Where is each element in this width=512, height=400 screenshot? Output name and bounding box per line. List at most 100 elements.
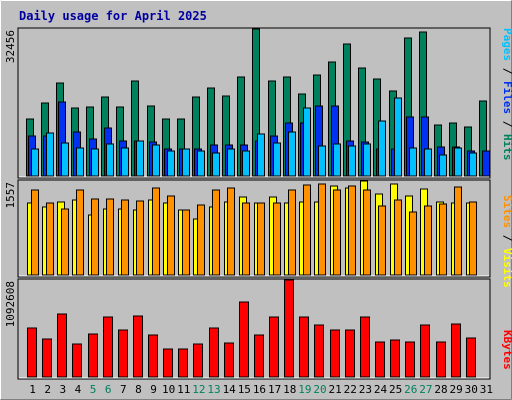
sites-visits-bars <box>27 180 477 276</box>
pages-label: Pages <box>501 28 512 61</box>
pages-bar-day-2 <box>46 132 54 177</box>
pages-bar-day-24 <box>378 120 386 177</box>
hits-label-sep-2: / <box>501 114 512 134</box>
day-label-23: 23 <box>359 383 372 396</box>
hits-files-pages-bars <box>26 28 490 177</box>
pages-bar-day-29 <box>454 147 462 177</box>
day-label-29: 29 <box>450 383 463 396</box>
kbytes-bar-day-15 <box>239 301 249 378</box>
pages-bar-day-25 <box>394 97 402 177</box>
pages-bar-day-26 <box>409 147 417 177</box>
kbytes-bar-day-29 <box>451 323 461 378</box>
sites-bar-day-7 <box>121 199 129 276</box>
day-label-14: 14 <box>223 383 237 396</box>
kbytes-bar-day-1 <box>27 327 37 378</box>
pages-bar-day-23 <box>363 143 371 177</box>
kbytes-bar-day-9 <box>148 334 158 378</box>
day-label-8: 8 <box>135 383 142 396</box>
day-label-16: 16 <box>253 383 266 396</box>
kbytes-bar-day-13 <box>209 327 219 378</box>
pages-bar-day-1 <box>31 148 39 177</box>
kbytes-panel: 1092608 <box>4 278 491 380</box>
kbytes-bar-day-28 <box>436 341 446 378</box>
kbytes-bar-day-27 <box>420 324 430 378</box>
sites-bar-day-21 <box>333 189 341 276</box>
kbytes-bar-day-12 <box>193 343 203 378</box>
visits-axis-label: Sites / Visits <box>501 195 512 288</box>
day-label-6: 6 <box>105 383 112 396</box>
pages-bar-day-27 <box>424 148 432 177</box>
sites-bar-day-14 <box>227 187 235 276</box>
kbytes-bar-day-10 <box>163 348 173 378</box>
day-label-26: 26 <box>404 383 417 396</box>
pages-bar-day-8 <box>136 140 144 177</box>
pages-bar-day-7 <box>121 147 129 177</box>
kbytes-bar-day-6 <box>103 316 113 378</box>
sites-bar-day-10 <box>167 195 175 276</box>
pages-bar-day-20 <box>318 145 326 177</box>
kbytes-bar-day-2 <box>42 338 52 378</box>
pages-bar-day-4 <box>76 147 84 177</box>
pages-bar-day-18 <box>288 131 296 177</box>
day-label-5: 5 <box>90 383 97 396</box>
kbytes-bar-day-8 <box>133 315 143 378</box>
kbytes-bar-day-17 <box>269 316 279 378</box>
kbytes-bar-day-14 <box>224 342 234 378</box>
kbytes-bar-day-3 <box>57 313 67 378</box>
pages-bar-day-12 <box>197 150 205 177</box>
sites-bar-day-17 <box>273 202 281 276</box>
sites-bar-day-12 <box>197 204 205 276</box>
day-label-28: 28 <box>434 383 447 396</box>
sites-bar-day-13 <box>212 189 220 276</box>
kbytes-bar-day-20 <box>314 324 324 378</box>
day-label-15: 15 <box>238 383 251 396</box>
day-label-10: 10 <box>162 383 175 396</box>
kbytes-bar-day-11 <box>178 348 188 378</box>
sites-bar-day-28 <box>439 203 447 276</box>
sites-bar-day-29 <box>454 186 462 276</box>
day-label-11: 11 <box>177 383 190 396</box>
kbytes-bar-day-7 <box>118 329 128 378</box>
pages-bar-day-22 <box>348 145 356 177</box>
pages-bar-day-9 <box>152 144 160 177</box>
day-label-20: 20 <box>313 383 326 396</box>
kbytes-bar-day-24 <box>375 341 385 378</box>
day-label-7: 7 <box>120 383 127 396</box>
day-label-3: 3 <box>59 383 66 396</box>
pages-bar-day-3 <box>61 142 69 177</box>
pages-bar-day-16 <box>257 133 265 177</box>
kbytes-bar-day-21 <box>330 329 340 378</box>
kbytes-bar-day-23 <box>360 316 370 378</box>
visits-panel: 1557 <box>4 179 491 278</box>
hits-label-sep-1: / <box>501 61 512 81</box>
hits-panel: 32456 <box>4 27 491 179</box>
kbytes-panel-frame <box>17 278 491 380</box>
sites-label: Sites <box>501 195 512 228</box>
sites-bar-day-16 <box>257 202 265 276</box>
day-label-9: 9 <box>150 383 157 396</box>
day-label-1: 1 <box>29 383 36 396</box>
pages-bar-day-19 <box>303 107 311 177</box>
kbytes-bar-day-16 <box>254 334 264 378</box>
pages-bar-day-17 <box>273 142 281 177</box>
day-label-31: 31 <box>480 383 493 396</box>
sites-bar-day-24 <box>378 205 386 276</box>
sites-bar-day-2 <box>46 202 54 276</box>
pages-bar-day-30 <box>469 152 477 177</box>
day-label-22: 22 <box>344 383 357 396</box>
day-label-19: 19 <box>298 383 311 396</box>
kbytes-bar-day-22 <box>345 329 355 378</box>
sites-bar-day-27 <box>424 205 432 276</box>
hits-label: Hits <box>501 134 512 161</box>
kbytes-bar-day-30 <box>466 337 476 378</box>
files-bar-day-31 <box>482 150 490 177</box>
day-label-25: 25 <box>389 383 402 396</box>
sites-bar-day-6 <box>106 198 114 276</box>
kbytes-axis-label: KBytes <box>501 330 512 370</box>
visits-max-label: 1557 <box>4 182 17 209</box>
pages-bar-day-28 <box>439 154 447 177</box>
sites-bar-day-25 <box>394 199 402 276</box>
day-label-24: 24 <box>374 383 388 396</box>
visits-label: Visits <box>501 248 512 288</box>
